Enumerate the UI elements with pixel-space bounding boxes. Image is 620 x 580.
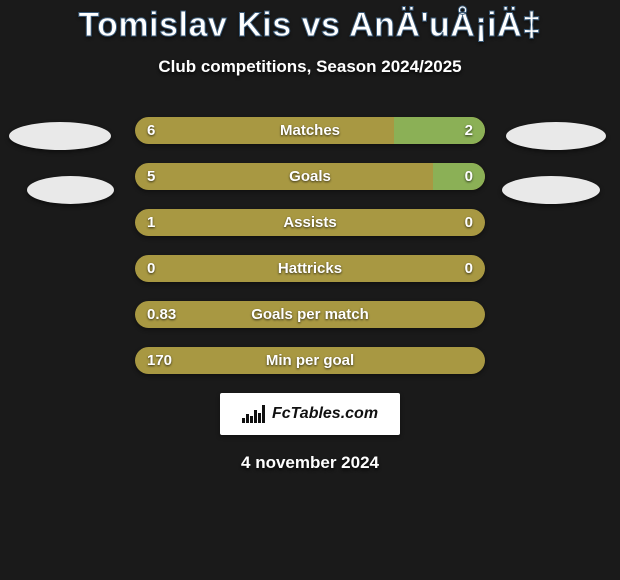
stat-value-right: 0	[465, 255, 473, 282]
stat-row: 170Min per goal	[135, 347, 485, 374]
stat-label: Goals	[135, 163, 485, 190]
stat-value-right: 2	[465, 117, 473, 144]
stat-row: 6Matches2	[135, 117, 485, 144]
stat-row: 0Hattricks0	[135, 255, 485, 282]
logo-box: FcTables.com	[220, 393, 400, 435]
card-title: Tomislav Kis vs AnÄ'uÅ¡iÄ‡	[0, 0, 620, 45]
stat-label: Min per goal	[135, 347, 485, 374]
logo-bars-icon	[242, 405, 266, 423]
ellipse-bottom-left	[27, 176, 114, 204]
comparison-card: Tomislav Kis vs AnÄ'uÅ¡iÄ‡ Club competit…	[0, 0, 620, 580]
stat-label: Assists	[135, 209, 485, 236]
stat-row: 1Assists0	[135, 209, 485, 236]
stats-bars: 6Matches25Goals01Assists00Hattricks00.83…	[135, 117, 485, 374]
stat-row: 5Goals0	[135, 163, 485, 190]
stat-value-right: 0	[465, 163, 473, 190]
card-subtitle: Club competitions, Season 2024/2025	[0, 57, 620, 77]
ellipse-bottom-right	[502, 176, 600, 204]
card-date: 4 november 2024	[0, 453, 620, 473]
stat-label: Matches	[135, 117, 485, 144]
stat-row: 0.83Goals per match	[135, 301, 485, 328]
ellipse-top-right	[506, 122, 606, 150]
stat-value-right: 0	[465, 209, 473, 236]
stat-label: Hattricks	[135, 255, 485, 282]
stat-label: Goals per match	[135, 301, 485, 328]
logo-text: FcTables.com	[272, 405, 378, 423]
ellipse-top-left	[9, 122, 111, 150]
